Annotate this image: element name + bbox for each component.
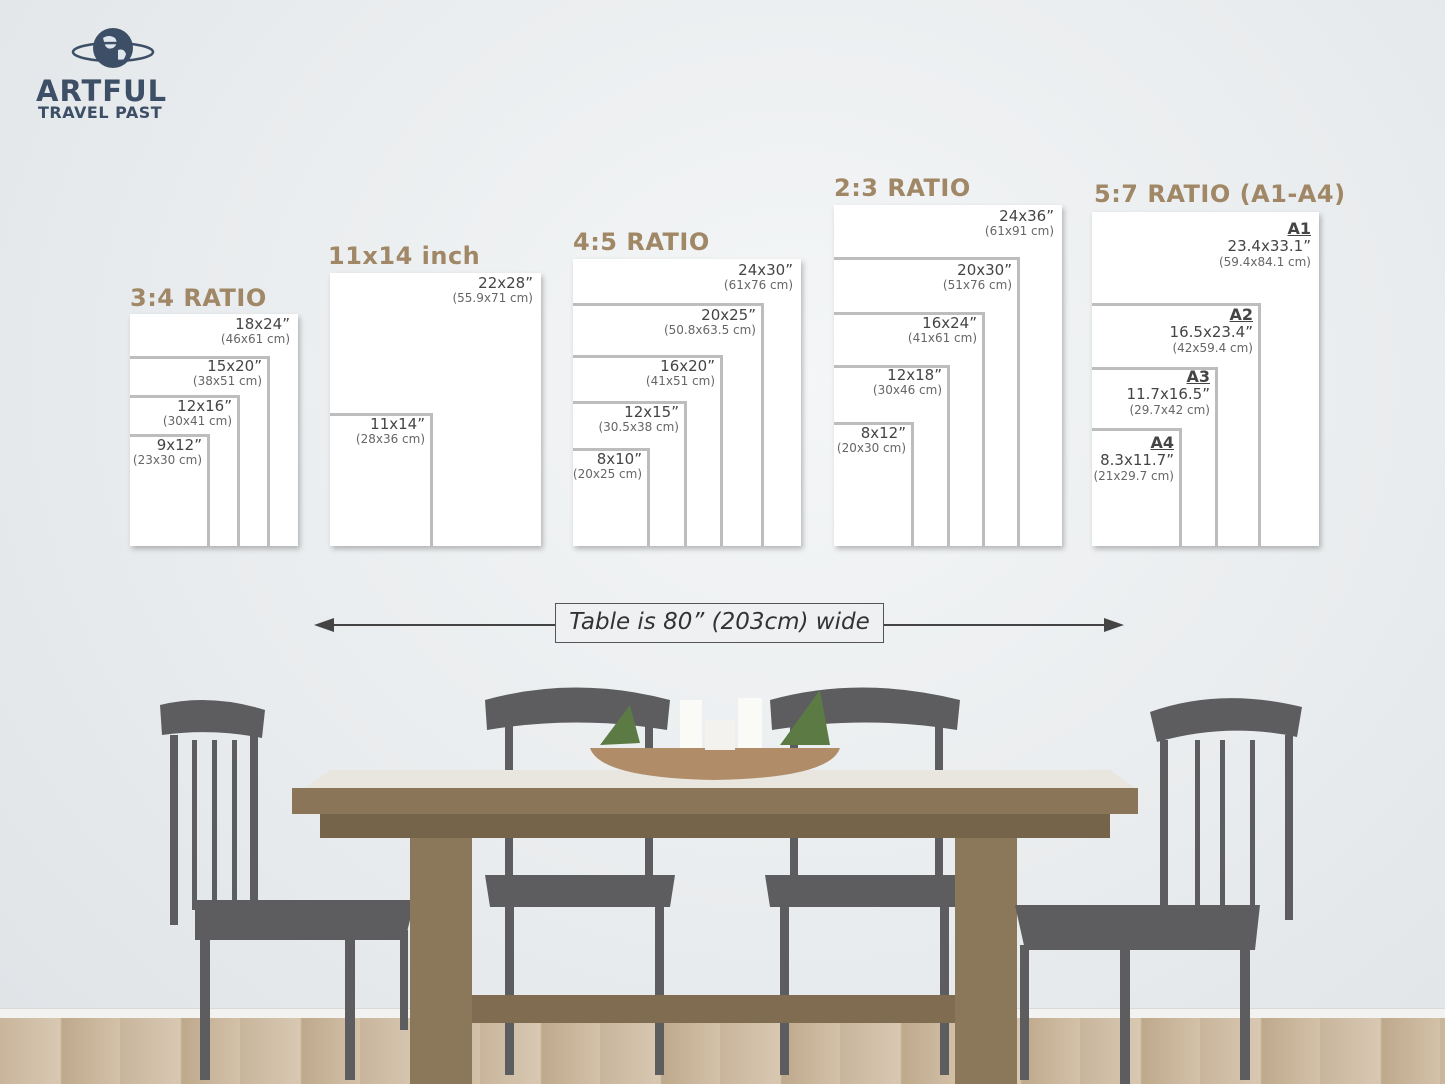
group-title: 5:7 RATIO (A1-A4) — [1094, 180, 1346, 208]
size-label: 16x24” (41x61 cm) — [907, 314, 977, 346]
size-label: 15x20” (38x51 cm) — [192, 357, 262, 389]
size-label: 11x14” (28x36 cm) — [355, 415, 425, 447]
size-label: 12x15” (30.5x38 cm) — [598, 403, 679, 435]
size-label: 20x30” (51x76 cm) — [942, 261, 1012, 293]
size-cm: (50.8x63.5 cm) — [663, 323, 756, 338]
print-size-frame — [1092, 428, 1182, 546]
size-label: 8x10” (20x25 cm) — [572, 450, 642, 482]
size-cm: (51x76 cm) — [942, 278, 1012, 293]
paper-size-name: A4 — [1150, 433, 1174, 452]
size-cm: (28x36 cm) — [355, 432, 425, 447]
logo: ARTFUL TRAVEL PAST — [36, 26, 191, 122]
size-inches: 8x12” — [860, 424, 906, 442]
size-cm: (30x46 cm) — [872, 383, 942, 398]
size-label: A1 23.4x33.1” (59.4x84.1 cm) — [1218, 219, 1311, 269]
group-title: 11x14 inch — [328, 242, 481, 270]
size-label: 8x12” (20x30 cm) — [836, 424, 906, 456]
print-size-frame — [834, 422, 914, 546]
size-label: 16x20” (41x51 cm) — [645, 357, 715, 389]
size-cm: (30x41 cm) — [162, 414, 232, 429]
size-label: 9x12” (23x30 cm) — [132, 436, 202, 468]
size-inches: 24x30” — [738, 261, 793, 279]
table — [292, 690, 1138, 1084]
size-label: 22x28” (55.9x71 cm) — [452, 274, 533, 306]
size-inches: 15x20” — [207, 357, 262, 375]
wood-floor — [0, 1018, 1445, 1084]
size-label: A3 11.7x16.5” (29.7x42 cm) — [1126, 367, 1210, 417]
size-inches: 22x28” — [478, 274, 533, 292]
size-cm: (20x25 cm) — [572, 467, 642, 482]
size-cm: (61x76 cm) — [723, 278, 793, 293]
size-cm: (21x29.7 cm) — [1093, 468, 1174, 483]
size-inches: 16x24” — [922, 314, 977, 332]
size-cm: (59.4x84.1 cm) — [1218, 254, 1311, 269]
chair-right — [1015, 698, 1302, 1084]
size-inches: 18x24” — [235, 315, 290, 333]
size-inches: 16x20” — [660, 357, 715, 375]
size-label: 24x30” (61x76 cm) — [723, 261, 793, 293]
size-inches: 16.5x23.4” — [1169, 323, 1253, 342]
size-cm: (41x51 cm) — [645, 374, 715, 389]
size-inches: 20x25” — [701, 306, 756, 324]
size-inches: 11x14” — [370, 415, 425, 433]
size-label: 20x25” (50.8x63.5 cm) — [663, 306, 756, 338]
size-inches: 11.7x16.5” — [1126, 385, 1210, 404]
size-inches: 8.3x11.7” — [1100, 451, 1174, 470]
size-inches: 9x12” — [156, 436, 202, 454]
arrow-line-right — [884, 624, 1109, 626]
print-size-frame — [130, 434, 210, 546]
group-title: 4:5 RATIO — [573, 228, 710, 256]
size-inches: 20x30” — [957, 261, 1012, 279]
paper-size-name: A3 — [1186, 367, 1210, 386]
size-cm: (41x61 cm) — [907, 331, 977, 346]
size-cm: (46x61 cm) — [220, 332, 290, 347]
arrow-right-icon — [1104, 618, 1124, 632]
group-title: 2:3 RATIO — [834, 174, 971, 202]
paper-size-name: A2 — [1229, 305, 1253, 324]
size-cm: (23x30 cm) — [132, 453, 202, 468]
size-label: A2 16.5x23.4” (42x59.4 cm) — [1169, 305, 1253, 355]
size-inches: 8x10” — [596, 450, 642, 468]
logo-line2: TRAVEL PAST — [38, 103, 163, 122]
chair-left — [160, 700, 415, 1080]
size-label: A4 8.3x11.7” (21x29.7 cm) — [1093, 433, 1174, 483]
size-inches: 23.4x33.1” — [1227, 237, 1311, 256]
size-cm: (61x91 cm) — [984, 224, 1054, 239]
globe-icon — [71, 28, 155, 68]
logo-line1: ARTFUL — [36, 74, 168, 108]
size-cm: (29.7x42 cm) — [1129, 402, 1210, 417]
print-size-frame — [330, 413, 433, 546]
dining-scene — [160, 687, 1302, 1084]
size-cm: (55.9x71 cm) — [452, 291, 533, 306]
size-inches: 12x18” — [887, 366, 942, 384]
size-cm: (20x30 cm) — [836, 441, 906, 456]
size-cm: (42x59.4 cm) — [1172, 340, 1253, 355]
group-title: 3:4 RATIO — [130, 284, 267, 312]
size-inches: 12x16” — [177, 397, 232, 415]
size-label: 18x24” (46x61 cm) — [220, 315, 290, 347]
table-width-note: Table is 80” (203cm) wide — [555, 603, 884, 643]
size-label: 12x18” (30x46 cm) — [872, 366, 942, 398]
size-inches: 24x36” — [999, 207, 1054, 225]
arrow-left-icon — [314, 618, 334, 632]
size-label: 24x36” (61x91 cm) — [984, 207, 1054, 239]
size-cm: (38x51 cm) — [192, 374, 262, 389]
print-size-frame — [573, 448, 650, 546]
paper-size-name: A1 — [1287, 219, 1311, 238]
arrow-line-left — [330, 624, 555, 626]
size-inches: 12x15” — [624, 403, 679, 421]
size-cm: (30.5x38 cm) — [598, 420, 679, 435]
size-label: 12x16” (30x41 cm) — [162, 397, 232, 429]
